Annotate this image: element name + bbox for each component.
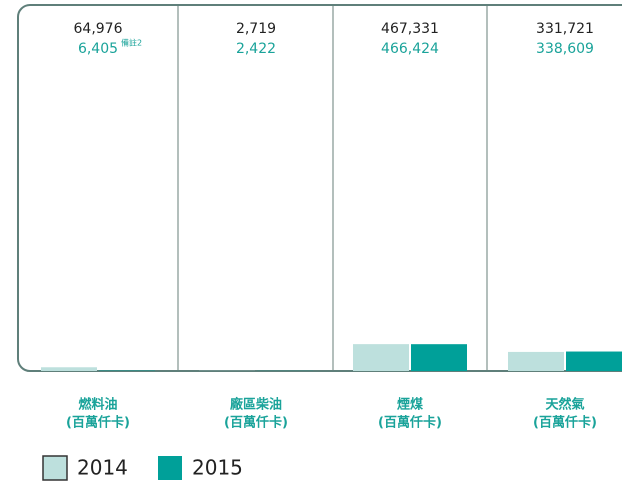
value-label: 2,719 <box>236 21 276 37</box>
category-label: 燃料油 <box>78 397 117 413</box>
category-unit: (百萬仟卡) <box>66 415 130 431</box>
category-unit: (百萬仟卡) <box>378 415 442 431</box>
legend-label: 2015 <box>192 456 243 480</box>
value-label: 338,609 <box>536 41 594 57</box>
category-label: 煙煤 <box>397 397 423 413</box>
category-unit: (百萬仟卡) <box>224 415 288 431</box>
bar <box>411 344 467 371</box>
value-label: 467,331 <box>381 21 439 37</box>
category-label: 廠區柴油 <box>230 397 282 413</box>
value-label: 2,422 <box>236 41 276 57</box>
bar <box>353 344 409 371</box>
bar <box>508 351 564 371</box>
category-label: 天然氣 <box>545 397 584 413</box>
value-label: 6,405 <box>78 41 118 57</box>
legend-swatch <box>42 455 68 481</box>
legend-label: 2014 <box>77 456 128 480</box>
bar <box>41 367 97 371</box>
panel <box>17 4 622 372</box>
value-label: 466,424 <box>381 41 439 57</box>
value-label: 64,976 <box>74 21 123 37</box>
legend-swatch <box>158 456 182 480</box>
value-label: 331,721 <box>536 21 594 37</box>
bar <box>566 351 622 371</box>
value-note: 備註2 <box>121 38 142 48</box>
category-unit: (百萬仟卡) <box>533 415 597 431</box>
